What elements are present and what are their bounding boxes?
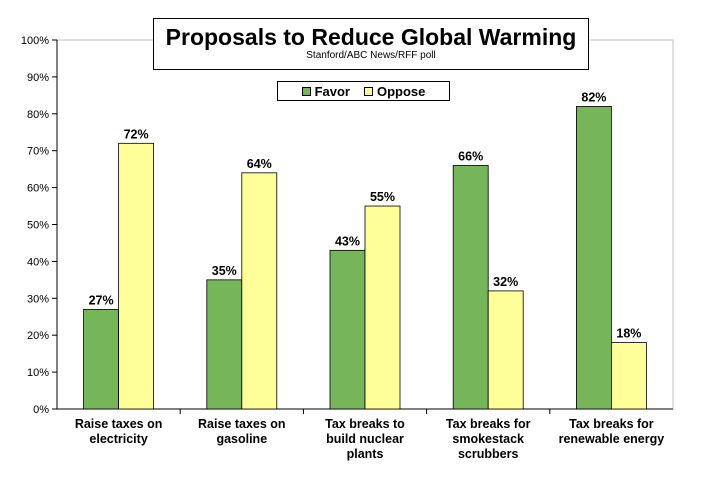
x-tick-label-line: Tax breaks for [445, 417, 531, 431]
bar-oppose-0 [118, 142, 154, 410]
chart-data-labels: 27% 72% 35% 64% 43% 55% 66% 32% 82% 18% [89, 90, 642, 340]
y-tick-label: 40% [27, 256, 49, 268]
data-label-favor-4: 82% [581, 90, 606, 104]
x-tick-label-2: Tax breaks to build nuclear plants [305, 417, 425, 462]
data-label-oppose-4: 18% [616, 327, 641, 341]
chart-legend: Favor Oppose [277, 81, 450, 101]
y-tick-label: 70% [27, 146, 49, 158]
x-tick-label-line: gasoline [216, 432, 268, 446]
x-tick-label-line: Raise taxes on [74, 417, 163, 431]
data-label-oppose-3: 32% [493, 275, 518, 289]
data-label-oppose-2: 55% [370, 190, 395, 204]
y-tick-label: 80% [27, 109, 49, 121]
bar-oppose-4 [611, 342, 647, 410]
x-tick-label-1: Raise taxes on gasoline [182, 417, 302, 447]
chart-axes: 0% 10% 20% 30% 40% 50% 60% 70% 80% 90% 100% [21, 35, 674, 416]
x-tick-label-line: smokestack [452, 432, 524, 446]
data-label-favor-3: 66% [458, 149, 483, 163]
legend-swatch-oppose [364, 86, 373, 96]
chart-subtitle: Stanford/ABC News/RFF poll [306, 50, 436, 61]
data-label-favor-2: 43% [335, 234, 360, 248]
bar-favor-3 [452, 165, 489, 410]
y-tick-label: 0% [33, 404, 49, 416]
legend-label-favor: Favor [314, 83, 350, 99]
x-tick-label-4: Tax breaks for renewable energy [551, 417, 671, 447]
legend-item-favor: Favor [301, 83, 350, 99]
bar-favor-1 [206, 279, 243, 410]
x-tick-label-line: Tax breaks for [569, 417, 654, 431]
x-tick-label-line: renewable energy [558, 432, 665, 446]
data-label-oppose-0: 72% [124, 127, 149, 141]
x-tick-label-line: scrubbers [457, 447, 519, 461]
bar-oppose-1 [241, 172, 278, 410]
data-label-favor-1: 35% [212, 264, 237, 278]
bar-oppose-3 [487, 290, 524, 410]
bar-favor-4 [576, 106, 612, 410]
bar-oppose-2 [364, 205, 401, 410]
y-tick-label: 20% [27, 330, 49, 342]
chart-title-box: Proposals to Reduce Global Warming Stanf… [153, 18, 589, 70]
bar-favor-2 [329, 249, 366, 410]
chart-bars [83, 106, 647, 410]
y-tick-label: 90% [27, 72, 49, 84]
data-label-favor-0: 27% [89, 293, 114, 307]
x-tick-label-line: build nuclear [326, 432, 404, 446]
y-tick-label: 50% [27, 220, 49, 232]
x-tick-label-line: plants [346, 447, 384, 461]
x-tick-label-0: Raise taxes on electricity [59, 417, 179, 447]
legend-label-oppose: Oppose [377, 83, 426, 99]
legend-swatch-favor [301, 86, 311, 96]
data-label-oppose-1: 64% [247, 157, 272, 171]
y-tick-label: 30% [27, 293, 49, 305]
x-tick-label-3: Tax breaks for smokestack scrubbers [428, 417, 548, 462]
y-tick-label: 10% [27, 367, 49, 379]
x-tick-label-line: Tax breaks to [325, 417, 405, 431]
chart-title: Proposals to Reduce Global Warming [165, 24, 577, 50]
x-tick-label-line: Raise taxes on [198, 417, 286, 431]
bar-favor-0 [83, 308, 119, 410]
y-tick-label: 60% [27, 183, 49, 195]
y-tick-label: 100% [21, 35, 49, 47]
legend-item-oppose: Oppose [364, 84, 425, 99]
x-tick-label-line: electricity [89, 432, 148, 446]
